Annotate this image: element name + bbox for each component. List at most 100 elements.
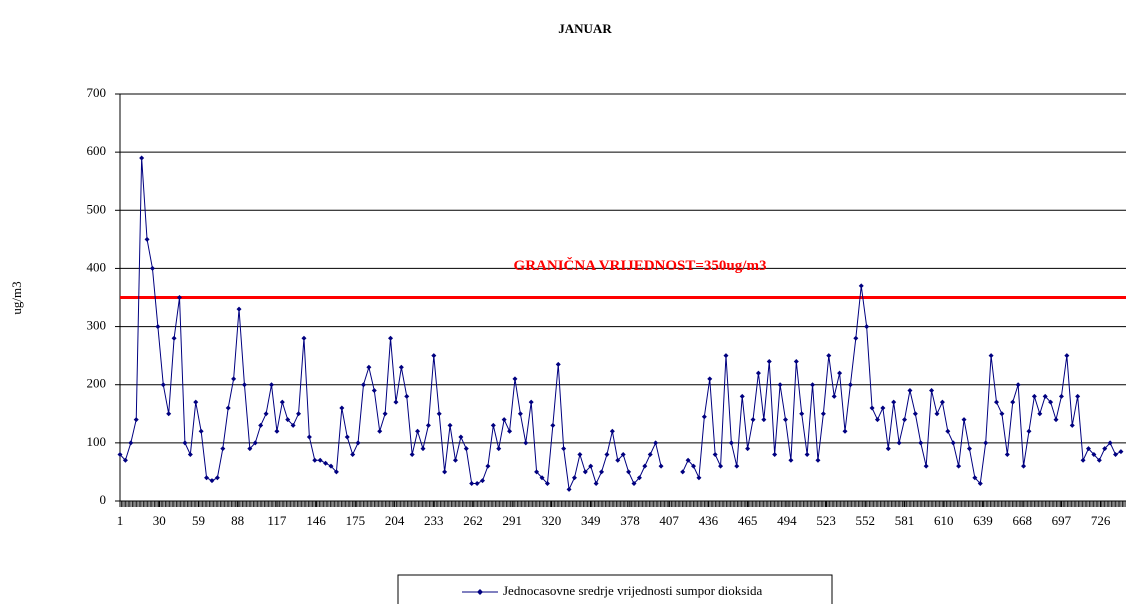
x-tick-label: 697: [1052, 513, 1072, 528]
data-point: [382, 411, 388, 417]
data-point: [977, 481, 983, 487]
data-point: [133, 417, 139, 423]
data-point: [712, 451, 718, 457]
data-point: [788, 457, 794, 463]
x-tick-label: 436: [699, 513, 719, 528]
data-point: [285, 417, 291, 423]
data-point: [874, 417, 880, 423]
data-point: [1048, 399, 1054, 405]
data-point: [815, 457, 821, 463]
x-tick-label: 146: [306, 513, 326, 528]
data-point: [626, 469, 632, 475]
data-point: [858, 283, 864, 289]
data-point: [177, 295, 183, 300]
x-tick-label: 320: [542, 513, 562, 528]
data-point: [847, 382, 853, 388]
data-point: [734, 463, 740, 469]
series-line: [119, 157, 1122, 492]
data-point: [631, 481, 637, 487]
data-point: [415, 428, 421, 434]
data-point: [371, 388, 377, 394]
data-point: [1058, 393, 1064, 399]
x-tick-label: 610: [934, 513, 954, 528]
data-point: [279, 399, 285, 405]
x-tick-label: 726: [1091, 513, 1111, 528]
y-tick-label: 100: [87, 434, 107, 449]
data-point: [452, 457, 458, 463]
x-tick-label: 407: [659, 513, 679, 528]
legend-box: [397, 574, 833, 604]
data-point: [793, 358, 799, 364]
data-point: [1091, 451, 1097, 457]
data-point: [804, 451, 810, 457]
data-point: [306, 434, 312, 440]
data-point: [128, 440, 134, 446]
data-point: [507, 428, 513, 434]
data-point: [501, 417, 507, 423]
data-point: [355, 440, 361, 446]
data-point: [658, 463, 664, 469]
data-point: [929, 388, 935, 394]
x-tick-label: 262: [463, 513, 483, 528]
data-point: [187, 451, 193, 457]
data-point: [956, 463, 962, 469]
data-point: [609, 428, 615, 434]
data-point: [842, 428, 848, 434]
data-point: [707, 376, 713, 382]
data-point: [582, 469, 588, 475]
data-point: [534, 469, 540, 475]
data-point: [209, 478, 215, 484]
data-point: [896, 440, 902, 446]
data-point: [907, 388, 913, 394]
data-point: [782, 417, 788, 423]
data-point: [404, 393, 410, 399]
data-point: [198, 428, 204, 434]
data-point: [366, 364, 372, 370]
data-point: [550, 422, 556, 428]
y-tick-label: 600: [87, 143, 107, 158]
x-tick-label: 378: [620, 513, 640, 528]
x-tick-label: 523: [816, 513, 836, 528]
data-point: [252, 440, 258, 446]
y-tick-label: 500: [87, 201, 107, 216]
data-point: [869, 405, 875, 411]
data-point: [766, 358, 772, 364]
chart-title: JANUAR: [558, 21, 612, 36]
data-point: [166, 411, 172, 417]
y-tick-label: 700: [87, 85, 107, 100]
data-point: [685, 457, 691, 463]
data-point: [458, 434, 464, 440]
data-point: [1021, 463, 1027, 469]
data-point: [750, 417, 756, 423]
data-point: [1113, 451, 1119, 457]
data-point: [972, 475, 978, 481]
data-point: [517, 411, 523, 417]
data-point: [409, 451, 415, 457]
data-point: [388, 335, 394, 341]
data-point: [820, 411, 826, 417]
data-point: [755, 370, 761, 376]
data-point: [333, 469, 339, 475]
data-point: [853, 335, 859, 341]
data-point: [160, 382, 166, 388]
data-point: [1064, 353, 1070, 359]
data-point: [480, 478, 486, 484]
data-point: [241, 382, 247, 388]
data-point: [994, 399, 1000, 405]
data-point: [923, 463, 929, 469]
data-point: [258, 422, 264, 428]
data-point: [902, 417, 908, 423]
x-tick-label: 349: [581, 513, 601, 528]
data-point: [912, 411, 918, 417]
data-point: [945, 428, 951, 434]
data-point: [588, 463, 594, 469]
x-tick-label: 639: [973, 513, 993, 528]
data-point: [528, 399, 534, 405]
data-point: [761, 417, 767, 423]
data-point: [691, 463, 697, 469]
data-point: [880, 405, 886, 411]
data-point: [718, 463, 724, 469]
data-point: [934, 411, 940, 417]
